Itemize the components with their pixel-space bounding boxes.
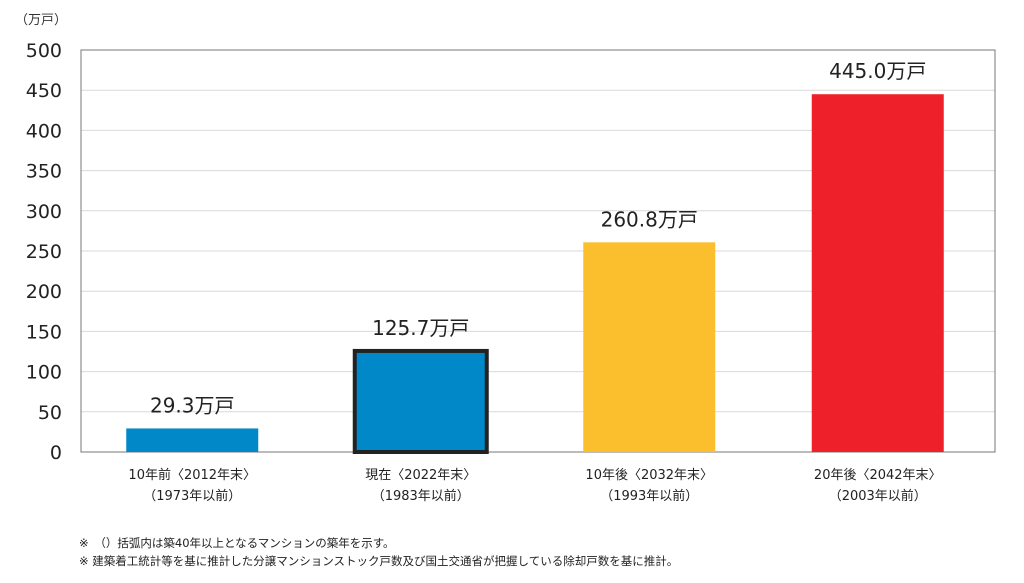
x-tick-label: 10年後〈2032年末〉 <box>585 468 713 483</box>
x-tick-sublabel: （2003年以前） <box>829 488 927 504</box>
bar <box>583 242 716 452</box>
x-tick-label: 現在〈2022年末〉 <box>365 468 476 483</box>
y-tick-label: 400 <box>26 120 62 142</box>
y-tick-label: 50 <box>38 402 62 424</box>
y-tick-label: 200 <box>26 281 62 303</box>
data-label: 125.7万戸 <box>372 316 469 340</box>
y-tick-label: 0 <box>50 442 62 464</box>
plot-border <box>80 49 996 453</box>
y-axis-unit: （万戸） <box>15 13 67 28</box>
y-tick-label: 300 <box>26 201 62 223</box>
x-tick-sublabel: （1993年以前） <box>600 488 698 504</box>
bar <box>352 348 489 454</box>
data-label: 260.8万戸 <box>601 207 698 231</box>
y-tick-label: 500 <box>26 40 62 62</box>
footnote-1: ※ （）括弧内は築40年以上となるマンションの築年を示す。 <box>79 536 395 550</box>
y-tick-label: 250 <box>26 241 62 263</box>
bar-chart: （万戸） 0 50 100 150 200 250 300 350 400 450 500 29.3万戸… <box>15 13 996 504</box>
x-tick-label: 20年後〈2042年末〉 <box>814 468 942 483</box>
y-tick-label: 100 <box>26 362 62 384</box>
bar <box>811 94 944 452</box>
footnote-2: ※ 建築着工統計等を基に推計した分譲マンションストック戸数及び国土交通省が把握し… <box>79 554 679 568</box>
y-tick-label: 450 <box>26 80 62 102</box>
y-tick-label: 350 <box>26 161 62 183</box>
data-label: 29.3万戸 <box>150 393 235 417</box>
x-tick-label: 10年前〈2012年末〉 <box>128 467 256 483</box>
y-tick-label: 150 <box>26 321 62 343</box>
x-tick-sublabel: （1983年以前） <box>372 488 470 504</box>
data-label: 445.0万戸 <box>829 59 926 83</box>
bar <box>126 428 259 452</box>
x-tick-sublabel: （1973年以前） <box>143 488 241 504</box>
